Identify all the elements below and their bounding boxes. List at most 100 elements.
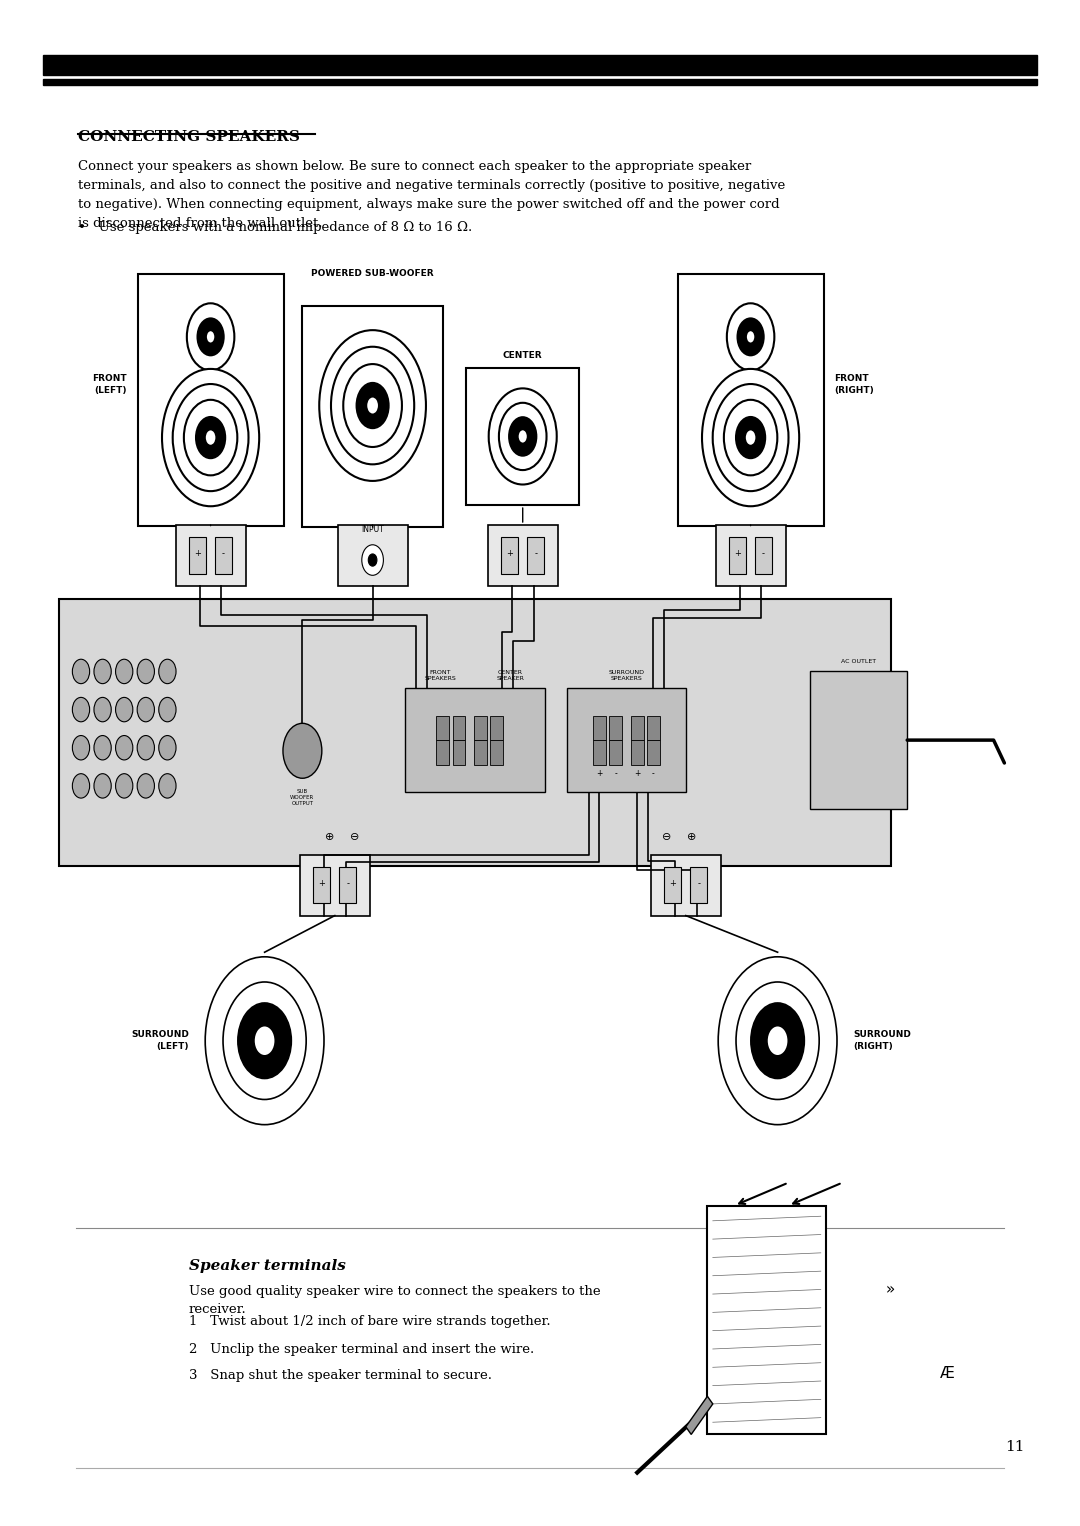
Bar bbox=[647, 740, 660, 765]
Text: +: + bbox=[670, 879, 676, 888]
Text: 3   Snap shut the speaker terminal to secure.: 3 Snap shut the speaker terminal to secu… bbox=[189, 1369, 492, 1383]
Text: ⊖: ⊖ bbox=[662, 832, 671, 842]
Circle shape bbox=[72, 697, 90, 722]
Circle shape bbox=[238, 1003, 292, 1079]
Bar bbox=[467, 368, 579, 505]
Text: 1   Twist about 1/2 inch of bare wire strands together.: 1 Twist about 1/2 inch of bare wire stra… bbox=[189, 1315, 551, 1329]
Bar bbox=[755, 537, 772, 574]
Text: SURROUND
(RIGHT): SURROUND (RIGHT) bbox=[853, 1030, 912, 1051]
Circle shape bbox=[187, 304, 234, 371]
Circle shape bbox=[738, 319, 764, 356]
Text: SURROUND
(LEFT): SURROUND (LEFT) bbox=[131, 1030, 189, 1051]
Circle shape bbox=[205, 429, 216, 446]
Circle shape bbox=[206, 330, 215, 343]
Text: Æ: Æ bbox=[940, 1366, 955, 1381]
Circle shape bbox=[72, 659, 90, 684]
Circle shape bbox=[159, 697, 176, 722]
Circle shape bbox=[159, 774, 176, 798]
Text: -: - bbox=[652, 769, 654, 778]
Text: FRONT
(RIGHT): FRONT (RIGHT) bbox=[834, 374, 874, 395]
Circle shape bbox=[159, 736, 176, 760]
Text: Use good quality speaker wire to connect the speakers to the
receiver.: Use good quality speaker wire to connect… bbox=[189, 1285, 600, 1315]
Circle shape bbox=[767, 1025, 788, 1056]
Text: -: - bbox=[762, 549, 765, 559]
Text: 2   Unclip the speaker terminal and insert the wire.: 2 Unclip the speaker terminal and insert… bbox=[189, 1343, 535, 1357]
Bar bbox=[175, 525, 246, 586]
Bar bbox=[453, 740, 465, 765]
Bar bbox=[664, 867, 681, 903]
Circle shape bbox=[368, 554, 377, 566]
Circle shape bbox=[735, 417, 765, 458]
Circle shape bbox=[159, 659, 176, 684]
Bar bbox=[678, 275, 824, 526]
Circle shape bbox=[205, 957, 324, 1125]
Circle shape bbox=[751, 1003, 805, 1079]
Polygon shape bbox=[686, 1396, 713, 1434]
Text: SURROUND
SPEAKERS: SURROUND SPEAKERS bbox=[608, 670, 645, 681]
Bar bbox=[474, 716, 487, 740]
Bar bbox=[690, 867, 707, 903]
Bar bbox=[631, 740, 644, 765]
Text: CONNECTING SPEAKERS: CONNECTING SPEAKERS bbox=[78, 130, 299, 143]
Text: AC OUTLET: AC OUTLET bbox=[841, 659, 876, 664]
Circle shape bbox=[116, 736, 133, 760]
Circle shape bbox=[94, 697, 111, 722]
Bar bbox=[715, 525, 786, 586]
Text: SUB
WOOFER
OUTPUT: SUB WOOFER OUTPUT bbox=[291, 789, 314, 806]
Bar bbox=[810, 671, 907, 809]
Circle shape bbox=[366, 397, 379, 415]
Bar bbox=[59, 600, 891, 867]
Bar bbox=[474, 740, 487, 765]
Bar bbox=[189, 537, 206, 574]
Bar bbox=[215, 537, 232, 574]
Circle shape bbox=[356, 383, 389, 429]
Bar bbox=[436, 740, 449, 765]
Text: +: + bbox=[319, 879, 325, 888]
Text: -: - bbox=[698, 879, 700, 888]
Circle shape bbox=[137, 697, 154, 722]
Circle shape bbox=[137, 774, 154, 798]
Text: »: » bbox=[886, 1282, 895, 1297]
Text: Connect your speakers as shown below. Be sure to connect each speaker to the app: Connect your speakers as shown below. Be… bbox=[78, 160, 785, 230]
Text: -: - bbox=[347, 879, 349, 888]
Text: R: R bbox=[607, 728, 613, 737]
Bar bbox=[436, 716, 449, 740]
Bar bbox=[300, 855, 369, 916]
Text: -: - bbox=[535, 549, 537, 559]
Bar bbox=[729, 537, 746, 574]
Bar bbox=[405, 688, 545, 792]
Circle shape bbox=[137, 659, 154, 684]
Text: POWERED SUB-WOOFER: POWERED SUB-WOOFER bbox=[311, 270, 434, 279]
Text: CENTER
SPEAKER: CENTER SPEAKER bbox=[497, 670, 524, 681]
Circle shape bbox=[320, 330, 426, 481]
Text: R: R bbox=[429, 728, 434, 737]
Text: +: + bbox=[596, 769, 603, 778]
Text: INPUT: INPUT bbox=[361, 525, 384, 534]
Text: ⊕: ⊕ bbox=[325, 832, 334, 842]
Circle shape bbox=[197, 417, 226, 458]
Bar bbox=[313, 867, 330, 903]
Bar bbox=[490, 740, 503, 765]
Circle shape bbox=[72, 774, 90, 798]
Circle shape bbox=[727, 304, 774, 371]
Bar bbox=[650, 855, 721, 916]
Text: FRONT
SPEAKERS: FRONT SPEAKERS bbox=[424, 670, 456, 681]
Bar bbox=[567, 688, 686, 792]
Circle shape bbox=[72, 736, 90, 760]
Bar bbox=[302, 307, 443, 528]
Text: CENTER: CENTER bbox=[503, 351, 542, 360]
Text: •   Use speakers with a nominal impedance of 8 Ω to 16 Ω.: • Use speakers with a nominal impedance … bbox=[78, 221, 472, 235]
Circle shape bbox=[198, 319, 224, 356]
Circle shape bbox=[489, 389, 557, 485]
Bar bbox=[43, 55, 1037, 75]
Circle shape bbox=[162, 369, 259, 507]
Bar bbox=[43, 79, 1037, 85]
Bar bbox=[593, 716, 606, 740]
FancyBboxPatch shape bbox=[707, 1206, 826, 1434]
Text: +: + bbox=[734, 549, 741, 559]
Text: ⊖: ⊖ bbox=[350, 832, 359, 842]
Circle shape bbox=[94, 774, 111, 798]
Text: -: - bbox=[615, 769, 617, 778]
Text: +: + bbox=[194, 549, 201, 559]
Circle shape bbox=[745, 429, 756, 446]
